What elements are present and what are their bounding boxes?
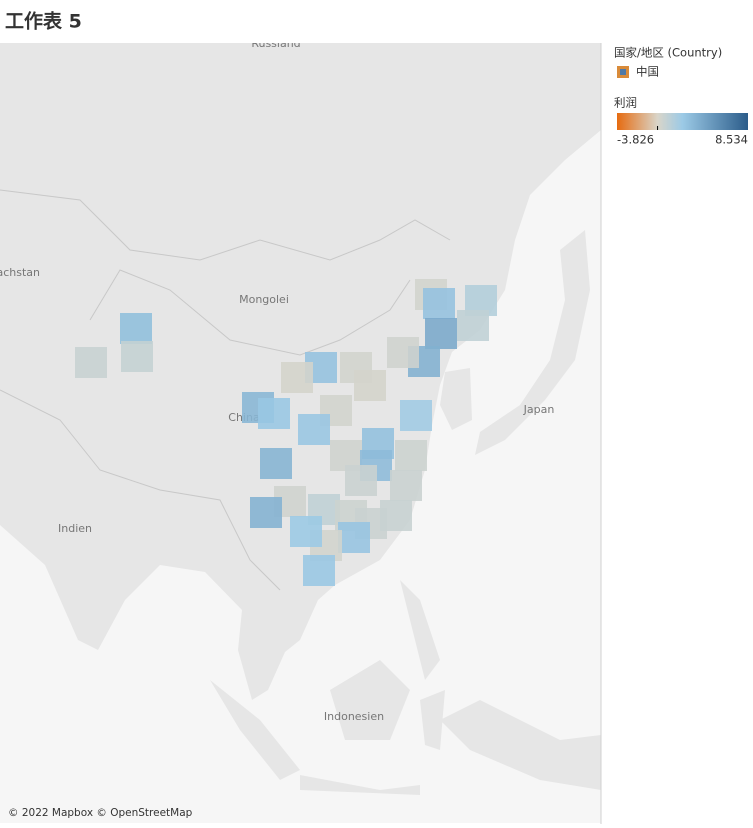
region-mark xyxy=(423,288,455,319)
region-mark xyxy=(387,337,419,368)
region-mark xyxy=(345,465,377,496)
attribution: © 2022 Mapbox © OpenStreetMap xyxy=(8,807,193,819)
region-mark xyxy=(390,470,422,501)
legend-title: 利润 xyxy=(614,96,637,110)
color-ramp xyxy=(617,113,748,130)
map-label: Indonesien xyxy=(324,710,384,723)
legend-min: -3.826 xyxy=(617,133,654,147)
region-mark xyxy=(281,362,313,393)
region-mark xyxy=(290,516,322,547)
map-label: Kasachstan xyxy=(0,266,40,279)
region-mark xyxy=(258,398,290,429)
map: RusslandKasachstanMongoleiChinaJapanIndi… xyxy=(0,37,601,823)
legend-item[interactable]: 中国 xyxy=(636,65,659,79)
map-label: Indien xyxy=(58,522,92,535)
region-mark xyxy=(120,313,152,344)
region-mark xyxy=(298,414,330,445)
land xyxy=(440,368,472,430)
legend-title: 国家/地区 (Country) xyxy=(614,46,722,60)
land xyxy=(210,580,601,795)
legend-max: 8.534 xyxy=(715,133,748,147)
region-mark xyxy=(457,310,489,341)
border xyxy=(0,189,451,591)
legend-icon xyxy=(617,66,629,78)
map-label: Russland xyxy=(251,37,300,50)
region-mark xyxy=(250,497,282,528)
region-mark xyxy=(425,318,457,349)
region-mark xyxy=(395,440,427,471)
region-mark xyxy=(121,341,153,372)
title: 工作表 5 xyxy=(5,10,82,33)
region-mark xyxy=(338,522,370,553)
map-label: Mongolei xyxy=(239,293,289,306)
region-mark xyxy=(75,347,107,378)
region-mark xyxy=(400,400,432,431)
land xyxy=(475,230,590,455)
region-mark xyxy=(380,500,412,531)
region-mark xyxy=(303,555,335,586)
region-mark xyxy=(354,370,386,401)
region-mark xyxy=(260,448,292,479)
map-label: Japan xyxy=(523,403,555,416)
